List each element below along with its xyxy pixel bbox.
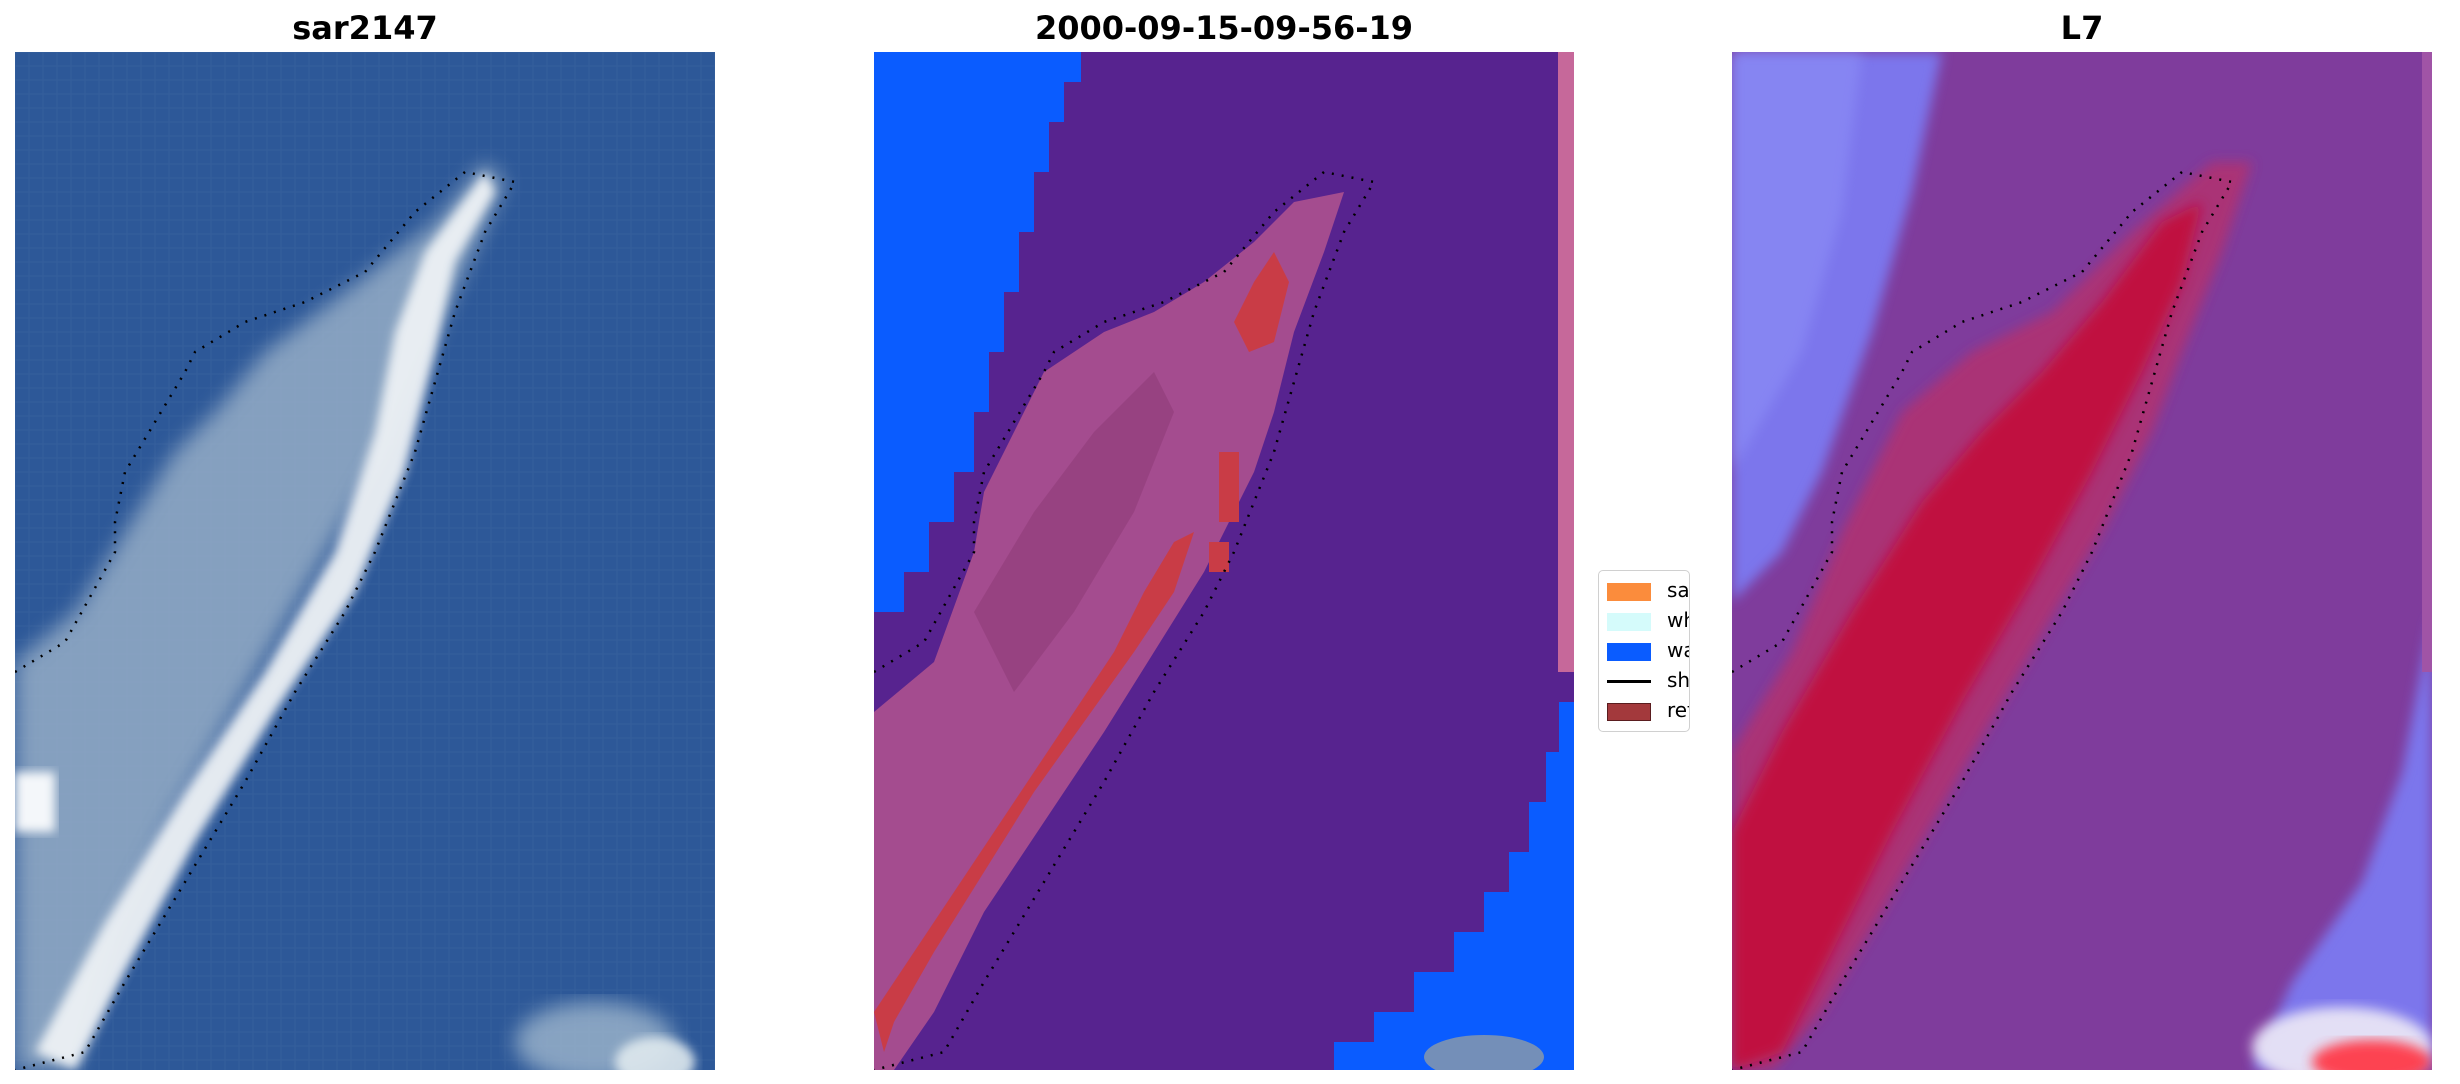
legend-item-shoreline: shoreline <box>1607 667 1690 693</box>
panel-title-classification: 2000-09-15-09-56-19 <box>1034 9 1414 47</box>
rgb-image <box>15 52 715 1070</box>
index-image <box>1732 52 2432 1070</box>
panel-title-rgb: sar2147 <box>292 9 438 47</box>
legend-label-reference-shoreline: reference shoreline <box>1667 698 1689 722</box>
legend-item-reference-shoreline: reference shoreline <box>1607 697 1689 723</box>
legend-item-sand: sand <box>1607 577 1690 603</box>
legend-label-water: water <box>1667 638 1689 662</box>
legend-swatch-water <box>1607 642 1651 661</box>
legend-label-sand: sand <box>1667 578 1690 602</box>
legend-swatch-whitewater <box>1607 612 1651 631</box>
legend-item-water: water <box>1607 637 1689 663</box>
legend-label-whitewater: whitewater <box>1667 608 1689 632</box>
rgb-image-panel <box>15 52 715 1070</box>
legend: sand whitewater water shoreline referenc… <box>1598 570 1690 732</box>
classification-panel <box>874 52 1574 1070</box>
legend-label-shoreline: shoreline <box>1667 668 1690 692</box>
legend-line-shoreline <box>1607 680 1651 683</box>
legend-item-whitewater: whitewater <box>1607 607 1689 633</box>
classification-image <box>874 52 1574 1070</box>
index-panel <box>1732 52 2432 1070</box>
legend-swatch-sand <box>1607 582 1651 601</box>
legend-swatch-reference-shoreline <box>1607 702 1651 721</box>
panel-title-index: L7 <box>2060 9 2104 47</box>
